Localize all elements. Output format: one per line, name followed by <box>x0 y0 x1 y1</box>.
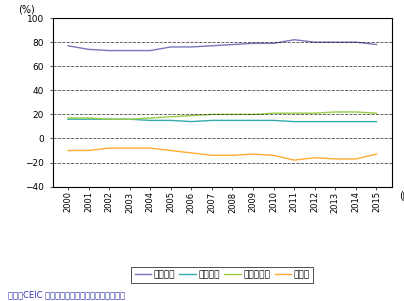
家計消費 <box>168 45 173 49</box>
総資本形成 <box>230 113 235 116</box>
家計消費 <box>210 44 215 48</box>
家計消費 <box>354 40 358 44</box>
政府支出 <box>292 120 297 123</box>
純輸出 <box>271 154 276 157</box>
総資本形成 <box>210 113 215 116</box>
総資本形成 <box>374 111 379 115</box>
総資本形成 <box>189 114 194 117</box>
総資本形成 <box>148 116 153 120</box>
Text: 資料：CEIC データベースから経済産業省作成。: 資料：CEIC データベースから経済産業省作成。 <box>8 290 125 299</box>
総資本形成 <box>292 111 297 115</box>
純輸出 <box>374 152 379 156</box>
総資本形成 <box>86 116 91 120</box>
純輸出 <box>107 146 112 150</box>
家計消費 <box>292 38 297 42</box>
純輸出 <box>333 157 338 161</box>
政府支出 <box>127 117 132 121</box>
政府支出 <box>354 120 358 123</box>
政府支出 <box>271 119 276 122</box>
政府支出 <box>374 120 379 123</box>
政府支出 <box>86 117 91 121</box>
総資本形成 <box>127 117 132 121</box>
家計消費 <box>250 42 255 45</box>
Text: (年): (年) <box>399 190 404 200</box>
政府支出 <box>168 119 173 122</box>
家計消費 <box>312 40 317 44</box>
家計消費 <box>65 44 70 48</box>
政府支出 <box>148 119 153 122</box>
政府支出 <box>107 117 112 121</box>
Line: 純輸出: 純輸出 <box>68 148 377 160</box>
政府支出 <box>250 119 255 122</box>
純輸出 <box>65 149 70 152</box>
純輸出 <box>250 152 255 156</box>
総資本形成 <box>107 117 112 121</box>
家計消費 <box>107 49 112 52</box>
総資本形成 <box>168 115 173 119</box>
総資本形成 <box>65 116 70 120</box>
Line: 政府支出: 政府支出 <box>68 119 377 122</box>
純輸出 <box>148 146 153 150</box>
Text: (%): (%) <box>19 5 35 15</box>
家計消費 <box>148 49 153 52</box>
Legend: 家計消費, 政府支出, 総資本形成, 純輸出: 家計消費, 政府支出, 総資本形成, 純輸出 <box>131 267 314 283</box>
家計消費 <box>127 49 132 52</box>
家計消費 <box>230 43 235 46</box>
純輸出 <box>168 149 173 152</box>
純輸出 <box>189 151 194 155</box>
純輸出 <box>86 149 91 152</box>
政府支出 <box>189 120 194 123</box>
政府支出 <box>230 119 235 122</box>
政府支出 <box>210 119 215 122</box>
総資本形成 <box>354 110 358 114</box>
純輸出 <box>127 146 132 150</box>
家計消費 <box>374 43 379 46</box>
総資本形成 <box>250 113 255 116</box>
家計消費 <box>86 48 91 51</box>
家計消費 <box>189 45 194 49</box>
Line: 家計消費: 家計消費 <box>68 40 377 51</box>
政府支出 <box>333 120 338 123</box>
純輸出 <box>312 156 317 160</box>
総資本形成 <box>333 110 338 114</box>
純輸出 <box>292 158 297 162</box>
政府支出 <box>312 120 317 123</box>
純輸出 <box>230 154 235 157</box>
Line: 総資本形成: 総資本形成 <box>68 112 377 119</box>
総資本形成 <box>271 111 276 115</box>
家計消費 <box>271 42 276 45</box>
総資本形成 <box>312 111 317 115</box>
政府支出 <box>65 117 70 121</box>
家計消費 <box>333 40 338 44</box>
純輸出 <box>354 157 358 161</box>
純輸出 <box>210 154 215 157</box>
